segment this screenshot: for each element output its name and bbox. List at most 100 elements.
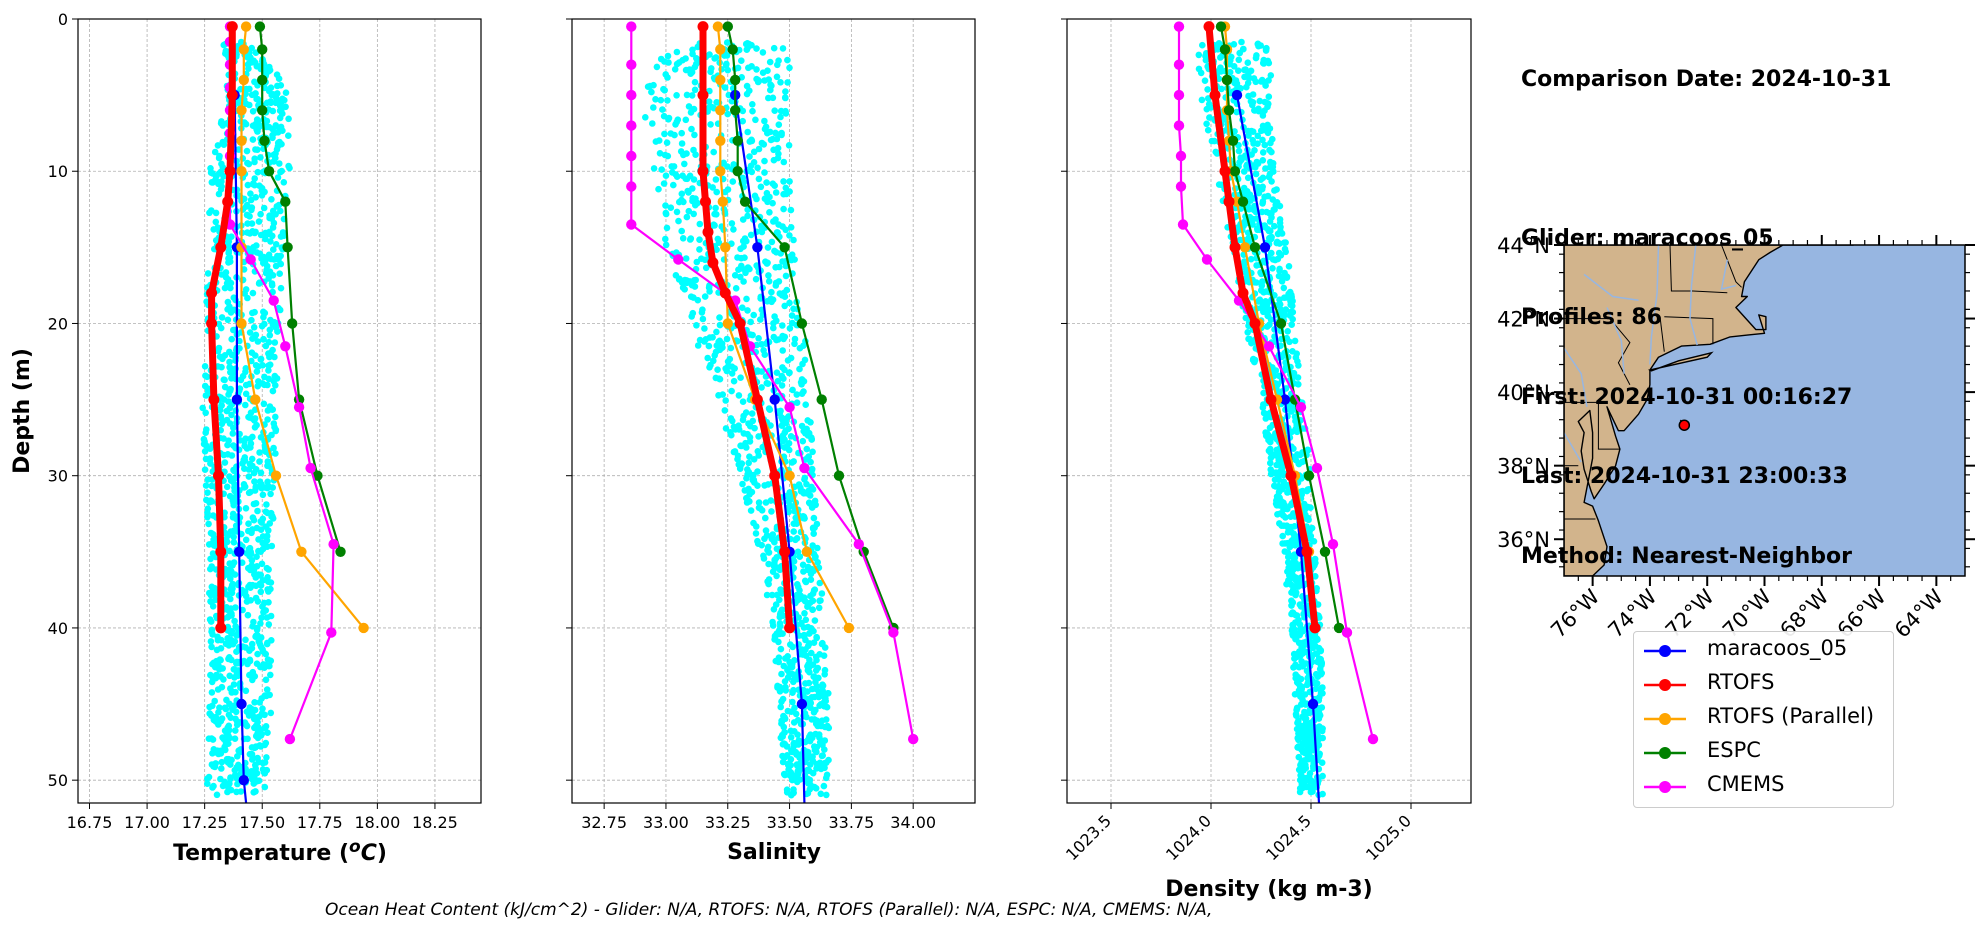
glider-point: [799, 651, 807, 658]
glider-point: [782, 184, 790, 192]
glider-point: [810, 709, 818, 716]
glider-point: [786, 369, 793, 376]
glider-point: [712, 348, 720, 356]
glider-point: [1269, 168, 1277, 175]
series-point-cmems: [908, 733, 919, 745]
glider-point: [805, 499, 813, 507]
glider-point: [790, 719, 798, 726]
glider-point: [793, 591, 800, 599]
glider-point: [203, 426, 210, 433]
glider-point: [248, 220, 256, 227]
glider-point: [765, 278, 773, 285]
series-point-rtofs-parallel: [1239, 242, 1251, 253]
glider-point: [777, 686, 784, 694]
glider-point: [252, 228, 259, 236]
series-point-espc: [1249, 242, 1261, 253]
glider-point: [1292, 574, 1299, 581]
glider-point: [236, 385, 244, 392]
glider-point: [785, 142, 793, 149]
glider-point: [269, 232, 276, 240]
glider-point: [784, 56, 791, 64]
glider-point: [276, 160, 283, 167]
glider-point: [1277, 223, 1284, 231]
glider-point: [1245, 206, 1253, 213]
glider-point: [787, 756, 795, 763]
glider-point: [1298, 488, 1305, 495]
glider-point: [744, 497, 752, 504]
glider-point: [269, 207, 277, 215]
glider-point: [665, 116, 672, 123]
glider-point: [272, 413, 279, 421]
glider-point: [723, 60, 730, 68]
glider-point: [254, 650, 261, 658]
glider-point: [249, 514, 257, 521]
series-point-glider: [236, 698, 247, 710]
glider-point: [799, 561, 807, 569]
glider-point: [212, 173, 220, 180]
glider-point: [224, 451, 232, 458]
glider-point: [809, 606, 816, 613]
glider-point: [749, 101, 756, 108]
glider-point: [201, 363, 209, 370]
glider-point: [253, 368, 261, 375]
glider-point: [804, 566, 812, 574]
glider-point: [230, 466, 237, 474]
glider-point: [244, 294, 251, 302]
glider-point: [788, 312, 796, 319]
glider-point: [747, 318, 754, 326]
glider-point: [208, 482, 215, 490]
glider-point: [755, 433, 762, 440]
glider-point: [232, 688, 239, 696]
glider-point: [242, 90, 249, 98]
glider-point: [702, 336, 710, 343]
glider-point: [217, 168, 225, 176]
x-tick-label: 32.75: [581, 813, 627, 832]
glider-point: [789, 643, 796, 651]
series-point-espc: [257, 44, 268, 55]
series-point-rtofs: [1223, 196, 1235, 208]
glider-point: [228, 375, 235, 382]
glider-point: [242, 505, 250, 512]
glider-point: [1269, 256, 1277, 263]
glider-point: [268, 542, 276, 550]
glider-point: [778, 698, 785, 705]
glider-point: [248, 316, 255, 324]
glider-point: [263, 266, 270, 274]
glider-point: [262, 739, 270, 747]
glider-point: [802, 401, 809, 409]
glider-point: [744, 471, 752, 479]
glider-point: [251, 699, 258, 706]
glider-point: [764, 259, 771, 267]
glider-point: [762, 514, 769, 522]
glider-point: [707, 121, 714, 128]
glider-point: [240, 484, 248, 491]
glider-point: [788, 748, 796, 756]
glider-point: [673, 173, 681, 180]
glider-point: [750, 148, 758, 156]
glider-point: [737, 245, 744, 253]
series-point-rtofs: [779, 546, 791, 558]
series-point-cmems: [1263, 341, 1275, 352]
series-point-rtofs: [215, 241, 227, 253]
series-point-espc: [282, 242, 293, 253]
glider-point: [216, 152, 223, 160]
glider-point: [1197, 69, 1205, 77]
y-ticks: [1061, 18, 1067, 781]
glider-point: [204, 270, 212, 277]
glider-point: [251, 59, 259, 66]
glider-point: [801, 356, 809, 364]
glider-point: [718, 340, 726, 347]
glider-point: [212, 237, 220, 244]
glider-point: [1318, 759, 1326, 766]
glider-point: [1235, 147, 1243, 155]
glider-point: [800, 633, 808, 640]
glider-point: [267, 671, 274, 679]
glider-point: [777, 645, 785, 653]
glider-point: [1214, 46, 1222, 53]
glider-point: [817, 597, 824, 604]
glider-point: [1263, 323, 1271, 330]
glider-point: [1283, 273, 1291, 281]
glider-point: [743, 90, 751, 98]
glider-point: [786, 64, 793, 72]
glider-point: [701, 325, 708, 332]
